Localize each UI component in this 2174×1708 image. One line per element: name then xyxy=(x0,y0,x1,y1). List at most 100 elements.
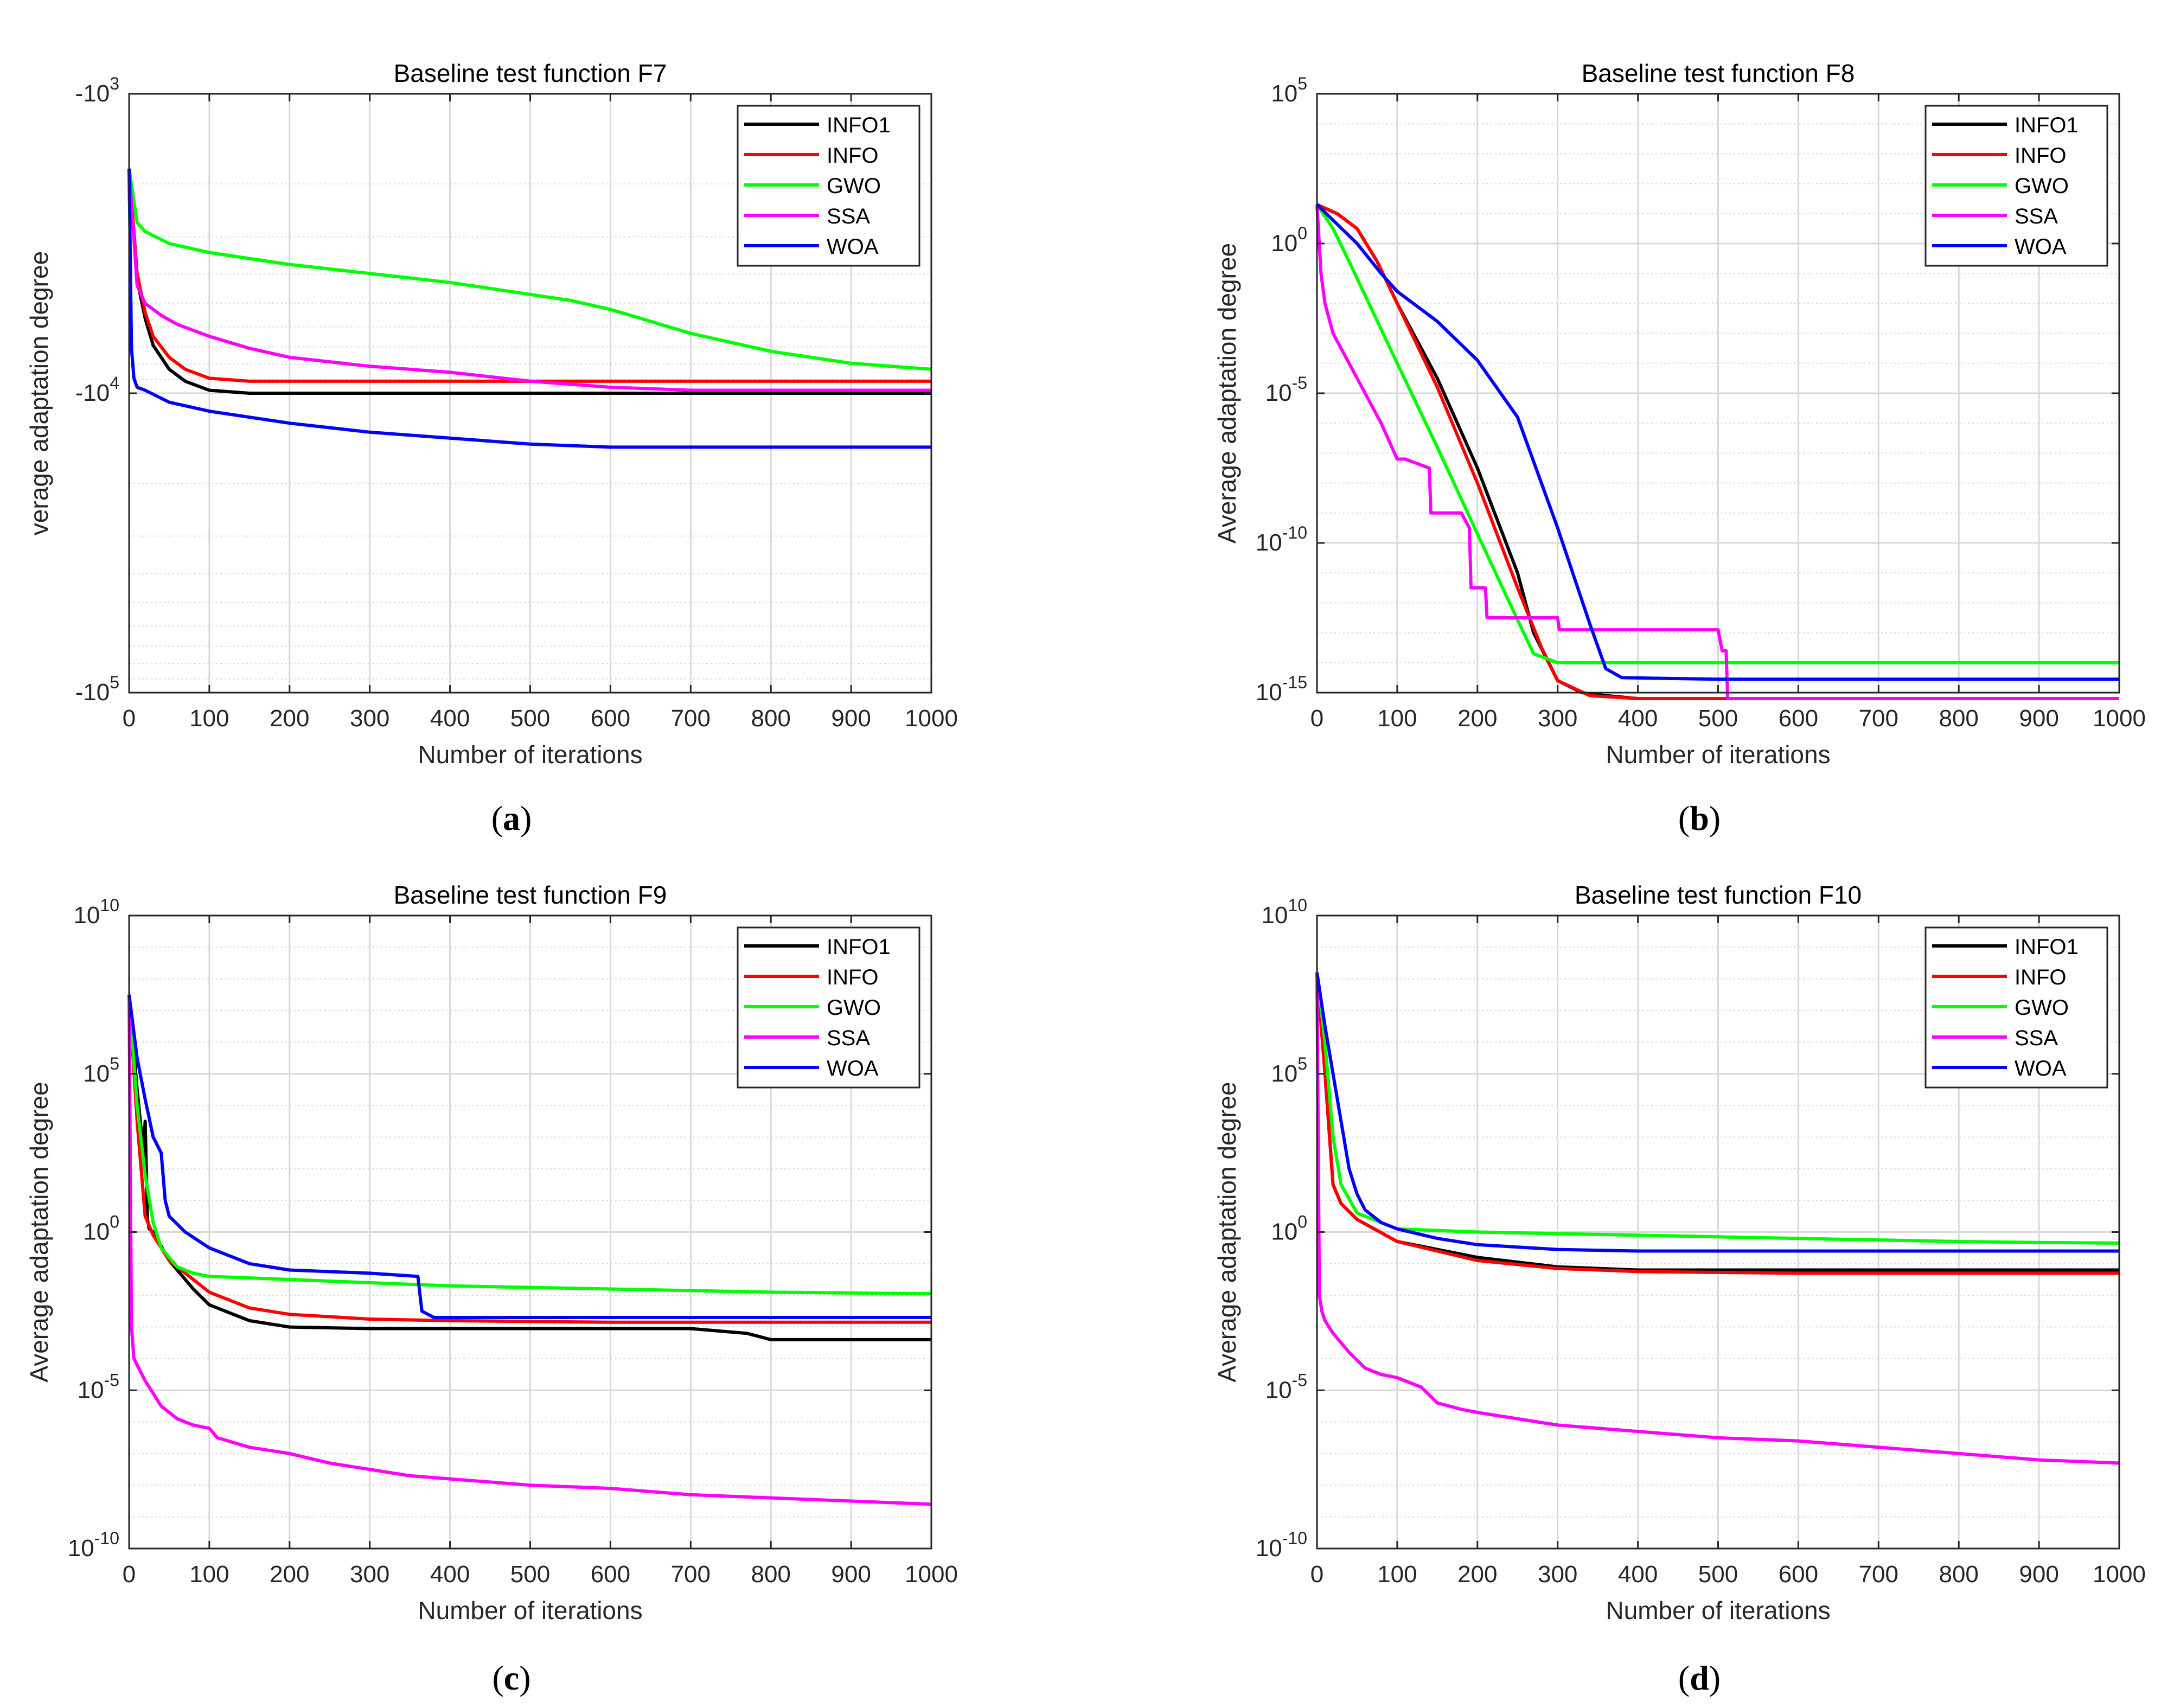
series-group xyxy=(127,168,932,449)
y-tick-label: -105 xyxy=(75,673,119,706)
legend-label-info: INFO xyxy=(2015,144,2067,168)
y-tick-label: 100 xyxy=(83,1212,119,1245)
series-info xyxy=(1316,203,2119,700)
legend: INFO1 INFO GWO SSA WOA xyxy=(737,926,920,1089)
y-tick-label: 1010 xyxy=(1261,895,1307,929)
series-woa xyxy=(127,168,931,449)
panel-caption: (c) xyxy=(492,1659,530,1697)
chart-title: Baseline test function F10 xyxy=(1575,881,1862,909)
y-tick-label: 105 xyxy=(83,1054,119,1087)
legend-label-gwo: GWO xyxy=(827,996,881,1020)
series-woa xyxy=(1315,972,2119,1253)
series-ssa xyxy=(1315,204,2119,700)
x-tick-label: 200 xyxy=(1457,1561,1497,1588)
x-tick-label: 300 xyxy=(1538,705,1577,732)
legend-label-ssa: SSA xyxy=(827,204,870,228)
legend-label-info1: INFO1 xyxy=(2015,935,2079,959)
y-tick-label: 10-10 xyxy=(68,1528,119,1562)
ticks xyxy=(128,914,932,1550)
legend-label-info: INFO xyxy=(827,144,879,168)
series-gwo xyxy=(127,168,932,371)
x-tick-label: 1000 xyxy=(905,705,958,732)
chart-panel-c: 0 100 200 300 400 500 600 700 800 900 1000 1010 105 1… xyxy=(25,881,958,1697)
legend-label-ssa: SSA xyxy=(2015,204,2058,228)
legend-label-gwo: GWO xyxy=(2015,996,2069,1020)
legend-label-woa: WOA xyxy=(827,235,879,259)
x-tick-label: 200 xyxy=(1457,705,1497,732)
panel-caption: (a) xyxy=(491,799,532,837)
x-axis-label: Number of iterations xyxy=(1606,1596,1830,1624)
chart-panel-d: 0 100 200 300 400 500 600 700 800 900 1000 1010 105 1… xyxy=(1213,881,2146,1697)
y-axis-label: Average adaptation degree xyxy=(1213,1082,1241,1382)
legend-label-woa: WOA xyxy=(2015,1057,2067,1080)
chart-panel-a: 0 100 200 300 400 500 600 700 800 900 1000 -103 -104… xyxy=(25,59,958,837)
series-woa xyxy=(1315,203,2119,681)
series-info1 xyxy=(127,168,931,395)
y-tick-label: 10-5 xyxy=(78,1370,119,1403)
legend: INFO1 INFO GWO SSA WOA xyxy=(1924,926,2108,1089)
y-tick-label: 10-5 xyxy=(1265,373,1307,406)
series-gwo xyxy=(1315,203,2119,664)
x-tick-label: 300 xyxy=(1538,1561,1577,1588)
y-tick-label: 100 xyxy=(1271,223,1307,257)
x-tick-label: 300 xyxy=(350,705,389,732)
x-tick-label: 100 xyxy=(189,705,229,732)
legend-label-woa: WOA xyxy=(2015,235,2067,259)
x-tick-label: 200 xyxy=(270,705,309,732)
legend-label-info1: INFO1 xyxy=(827,113,891,137)
ticks xyxy=(1316,914,2120,1550)
x-tick-label: 800 xyxy=(1939,1561,1978,1588)
legend-label-info: INFO xyxy=(827,965,879,989)
series-ssa xyxy=(127,168,931,392)
x-axis-label: Number of iterations xyxy=(1606,740,1830,769)
y-tick-label: 10-10 xyxy=(1256,1528,1307,1562)
x-tick-label: 200 xyxy=(270,1561,309,1588)
legend-label-gwo: GWO xyxy=(2015,174,2069,198)
legend: INFO1 INFO GWO SSA WOA xyxy=(737,105,920,267)
y-tick-label: 10-10 xyxy=(1256,523,1307,556)
chart-title: Baseline test function F9 xyxy=(394,881,667,909)
x-tick-label: 100 xyxy=(1377,1561,1417,1588)
series-ssa xyxy=(1315,972,2120,1465)
x-tick-label: 600 xyxy=(1779,705,1818,732)
series-gwo xyxy=(1315,972,2120,1245)
legend-label-woa: WOA xyxy=(827,1057,879,1080)
y-axis-label: Average adaptation degree xyxy=(1213,243,1241,543)
legend-label-ssa: SSA xyxy=(2015,1026,2058,1050)
y-tick-label: 10-15 xyxy=(1256,673,1307,706)
y-tick-label: 1010 xyxy=(73,895,119,929)
series-ssa xyxy=(127,994,932,1506)
x-tick-label: 500 xyxy=(510,1561,550,1588)
legend-label-gwo: GWO xyxy=(827,174,881,198)
chart-panel-b: 0 100 200 300 400 500 600 700 800 900 1000 105 100 10… xyxy=(1213,59,2146,837)
series-gwo xyxy=(127,994,932,1296)
x-tick-label: 800 xyxy=(751,1561,790,1588)
y-tick-label: 100 xyxy=(1271,1212,1307,1245)
x-tick-label: 0 xyxy=(123,705,136,732)
x-tick-label: 800 xyxy=(751,705,790,732)
x-tick-label: 1000 xyxy=(2093,1561,2146,1588)
x-tick-label: 600 xyxy=(1779,1561,1818,1588)
x-tick-label: 700 xyxy=(1859,705,1898,732)
x-tick-label: 500 xyxy=(1698,705,1738,732)
x-axis-label: Number of iterations xyxy=(418,740,642,769)
x-tick-label: 700 xyxy=(671,705,711,732)
y-axis-label: verage adaptation degree xyxy=(25,251,53,535)
x-tick-label: 500 xyxy=(1698,1561,1738,1588)
chart-title: Baseline test function F7 xyxy=(394,59,667,87)
y-tick-label: 105 xyxy=(1271,74,1307,107)
x-tick-label: 700 xyxy=(671,1561,711,1588)
x-tick-label: 100 xyxy=(189,1561,229,1588)
panel-caption: (b) xyxy=(1678,799,1721,837)
series-info xyxy=(1315,972,2119,1275)
x-tick-label: 400 xyxy=(430,705,470,732)
x-tick-label: 0 xyxy=(123,1561,136,1588)
x-tick-label: 300 xyxy=(350,1561,389,1588)
x-tick-label: 400 xyxy=(430,1561,470,1588)
chart-title: Baseline test function F8 xyxy=(1582,59,1855,87)
x-axis-label: Number of iterations xyxy=(418,1596,642,1624)
y-tick-label: 105 xyxy=(1271,1054,1307,1087)
x-tick-label: 900 xyxy=(2019,705,2058,732)
x-tick-label: 800 xyxy=(1939,705,1978,732)
